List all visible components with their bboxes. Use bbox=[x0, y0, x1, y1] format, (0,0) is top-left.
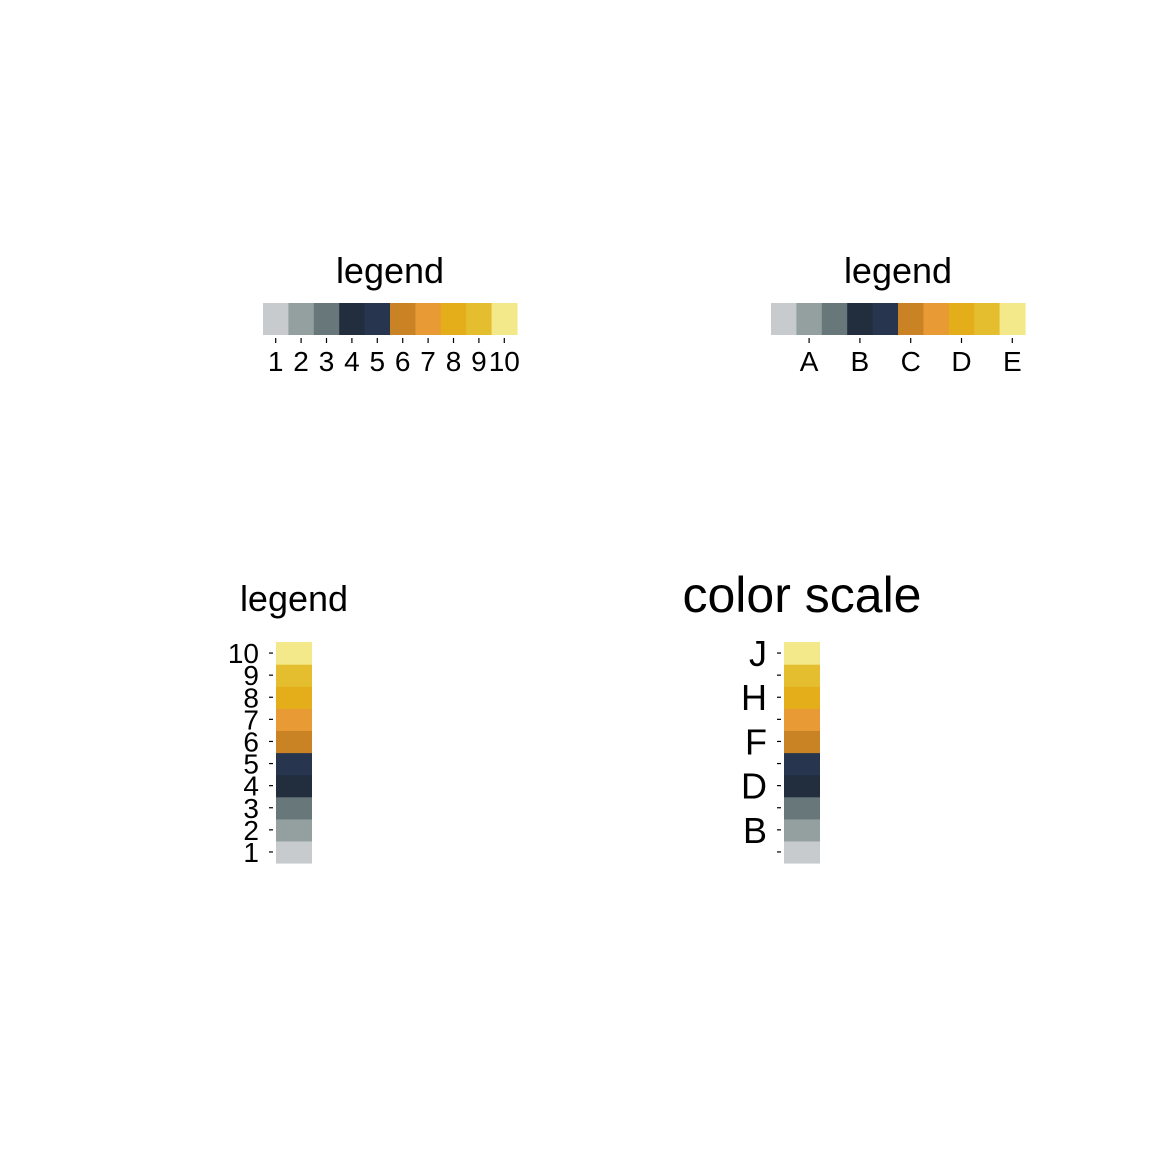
legend-color-cell bbox=[784, 664, 820, 687]
legend-tick-label: 6 bbox=[395, 346, 411, 377]
legend-color-cell bbox=[784, 752, 820, 776]
legend-color-cell bbox=[898, 303, 924, 335]
legend-color-cell bbox=[999, 303, 1026, 335]
legend-color-cell bbox=[440, 303, 467, 335]
legend-tick-label: 1 bbox=[243, 837, 259, 868]
legend-tick-label: E bbox=[1003, 346, 1022, 377]
legend-tick-label: 7 bbox=[420, 346, 436, 377]
legend-color-cell bbox=[313, 303, 340, 335]
legend-tick-label: 8 bbox=[446, 346, 462, 377]
legend-color-cell bbox=[276, 796, 312, 820]
legend-title: legend bbox=[336, 250, 444, 291]
legend-title: color scale bbox=[683, 567, 922, 623]
legend-color-cell bbox=[784, 818, 820, 842]
legend-tick-label: D bbox=[741, 766, 767, 807]
legend-color-cell bbox=[466, 303, 493, 335]
legend-tick-label: 2 bbox=[243, 815, 259, 846]
legend-color-cell bbox=[276, 708, 312, 731]
legend-tick-label: 1 bbox=[268, 346, 284, 377]
legend-color-cell bbox=[784, 840, 820, 864]
legend-color-cell bbox=[784, 730, 820, 754]
legend-color-cell bbox=[948, 303, 975, 335]
legend-color-cell bbox=[784, 642, 820, 665]
legend-tick-label: 4 bbox=[243, 771, 259, 802]
legend-tick-label: C bbox=[901, 346, 921, 377]
legend-tick-label: 5 bbox=[243, 749, 259, 780]
legend-color-cell bbox=[288, 303, 315, 335]
legend-color-cell bbox=[339, 303, 366, 335]
legend-color-cell bbox=[923, 303, 950, 335]
legend-color-cell bbox=[276, 686, 312, 709]
legend-color-cell bbox=[796, 303, 823, 335]
legend-color-cell bbox=[364, 303, 391, 335]
legend-tick-label: 9 bbox=[243, 660, 259, 691]
legend-color-cell bbox=[784, 774, 820, 798]
legend-tick-label: 2 bbox=[293, 346, 309, 377]
legend-tick-label: 10 bbox=[489, 346, 520, 377]
legend-tick-label: B bbox=[851, 346, 870, 377]
legend-tick-label: A bbox=[800, 346, 819, 377]
legend-color-cell bbox=[415, 303, 442, 335]
legend-color-cell bbox=[263, 303, 289, 335]
legend-color-cell bbox=[974, 303, 1001, 335]
legend-color-cell bbox=[276, 730, 312, 754]
legend-color-cell bbox=[390, 303, 416, 335]
legend-tick-label: 8 bbox=[243, 682, 259, 713]
legend-color-cell bbox=[784, 708, 820, 731]
legend-title: legend bbox=[240, 578, 348, 619]
legend-tick-label: 7 bbox=[243, 704, 259, 735]
legend-color-cell bbox=[276, 840, 312, 864]
legend-tick-label: 4 bbox=[344, 346, 360, 377]
legend-color-cell bbox=[276, 818, 312, 842]
legend-color-cell bbox=[847, 303, 874, 335]
legend-title: legend bbox=[844, 250, 952, 291]
legend-tick-label: 9 bbox=[471, 346, 487, 377]
legend-tick-label: 10 bbox=[228, 638, 259, 669]
legend-tick-label: 6 bbox=[243, 727, 259, 758]
legend-color-cell bbox=[821, 303, 848, 335]
legend-tick-label: 3 bbox=[319, 346, 335, 377]
legend-color-cell bbox=[771, 303, 797, 335]
legend-color-cell bbox=[276, 642, 312, 665]
legend-color-cell bbox=[872, 303, 899, 335]
legend-tick-label: F bbox=[745, 721, 767, 762]
legend-color-cell bbox=[491, 303, 518, 335]
legend-tick-label: H bbox=[741, 677, 767, 718]
legend-color-cell bbox=[276, 664, 312, 687]
legend-color-cell bbox=[276, 774, 312, 798]
legend-color-cell bbox=[784, 686, 820, 709]
legend-1-to-10-horizontal: legend 1 2 3 4 5 6 7 8 9 10 bbox=[263, 250, 520, 377]
legend-tick-label: 3 bbox=[243, 793, 259, 824]
legend-tick-label: B bbox=[743, 810, 767, 851]
legend-tick-label: D bbox=[951, 346, 971, 377]
legend-color-cell bbox=[784, 796, 820, 820]
legend-tick-label: J bbox=[749, 633, 767, 674]
legend-tick-label: 5 bbox=[370, 346, 386, 377]
legend-color-cell bbox=[276, 752, 312, 776]
